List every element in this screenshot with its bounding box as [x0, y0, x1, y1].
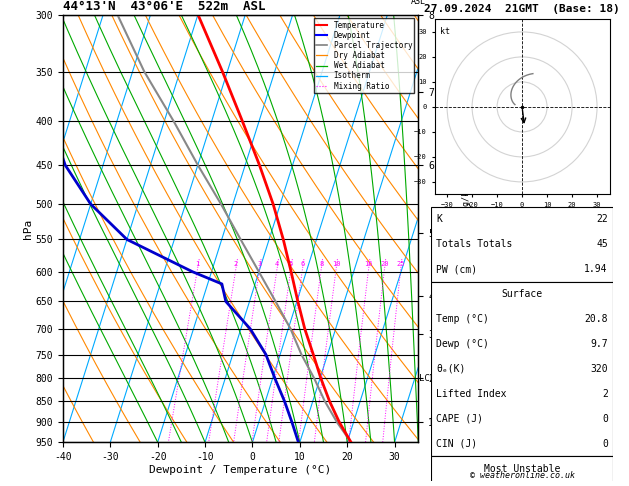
Bar [431, 282, 613, 456]
Text: θₑ(K): θₑ(K) [437, 364, 465, 374]
Text: LCL: LCL [419, 374, 435, 383]
Text: 0: 0 [602, 414, 608, 424]
Y-axis label: Mixing Ratio (g/kg): Mixing Ratio (g/kg) [462, 181, 470, 276]
Text: 0: 0 [602, 439, 608, 449]
Text: CIN (J): CIN (J) [437, 439, 477, 449]
Text: km
ASL: km ASL [411, 0, 426, 6]
Text: 5: 5 [289, 260, 293, 266]
Bar [431, 456, 613, 486]
Text: kt: kt [440, 27, 450, 36]
Text: 1: 1 [196, 260, 199, 266]
Text: Temp (°C): Temp (°C) [437, 314, 489, 324]
Legend: Temperature, Dewpoint, Parcel Trajectory, Dry Adiabat, Wet Adiabat, Isotherm, Mi: Temperature, Dewpoint, Parcel Trajectory… [314, 18, 415, 93]
Text: 320: 320 [590, 364, 608, 374]
Text: Dewp (°C): Dewp (°C) [437, 339, 489, 349]
Text: 45: 45 [596, 239, 608, 249]
Text: © weatheronline.co.uk: © weatheronline.co.uk [470, 471, 574, 480]
Text: 2: 2 [602, 389, 608, 399]
Text: K: K [437, 214, 442, 225]
Text: Lifted Index: Lifted Index [437, 389, 507, 399]
Text: Most Unstable: Most Unstable [484, 464, 560, 474]
Text: 16: 16 [364, 260, 373, 266]
Text: 2: 2 [234, 260, 238, 266]
Bar [431, 207, 613, 282]
X-axis label: Dewpoint / Temperature (°C): Dewpoint / Temperature (°C) [150, 465, 331, 475]
Text: 20: 20 [381, 260, 389, 266]
Text: CAPE (J): CAPE (J) [437, 414, 483, 424]
Text: 22: 22 [596, 214, 608, 225]
Text: 20.8: 20.8 [584, 314, 608, 324]
Text: 25: 25 [396, 260, 405, 266]
Text: 4: 4 [275, 260, 279, 266]
Text: PW (cm): PW (cm) [437, 264, 477, 274]
Y-axis label: hPa: hPa [23, 218, 33, 239]
Text: 8: 8 [319, 260, 323, 266]
Text: 1.94: 1.94 [584, 264, 608, 274]
Text: 27.09.2024  21GMT  (Base: 18): 27.09.2024 21GMT (Base: 18) [424, 3, 620, 14]
Text: 10: 10 [332, 260, 340, 266]
Text: 3: 3 [257, 260, 262, 266]
Text: 44°13'N  43°06'E  522m  ASL: 44°13'N 43°06'E 522m ASL [63, 0, 265, 14]
Text: Surface: Surface [501, 289, 543, 299]
Text: 6: 6 [301, 260, 304, 266]
Text: Totals Totals: Totals Totals [437, 239, 513, 249]
Text: 9.7: 9.7 [590, 339, 608, 349]
